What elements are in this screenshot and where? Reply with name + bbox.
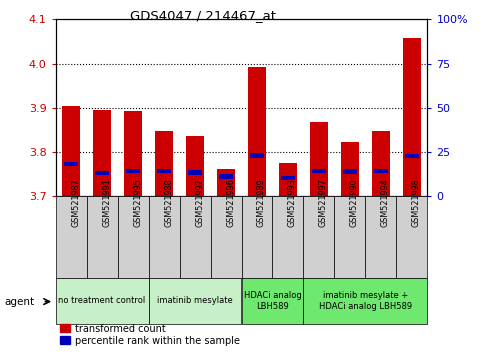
Text: no treatment control: no treatment control	[58, 296, 146, 306]
Text: GSM521987: GSM521987	[71, 179, 80, 227]
Text: GSM521989: GSM521989	[257, 179, 266, 227]
Bar	[64, 162, 78, 166]
Text: GSM521988: GSM521988	[164, 179, 173, 227]
Bar	[248, 67, 266, 196]
Bar	[281, 176, 295, 180]
Bar	[95, 171, 109, 175]
Bar	[403, 39, 421, 196]
Text: GSM521998: GSM521998	[412, 179, 421, 227]
Bar	[312, 169, 326, 173]
Text: GDS4047 / 214467_at: GDS4047 / 214467_at	[130, 9, 276, 22]
Text: GSM521995: GSM521995	[133, 178, 142, 227]
Bar	[343, 170, 357, 174]
Bar	[126, 169, 140, 173]
Bar	[242, 196, 272, 278]
Bar	[303, 278, 427, 324]
Text: GSM521997: GSM521997	[319, 178, 328, 227]
Bar	[374, 169, 388, 173]
Bar	[217, 169, 235, 196]
Bar	[93, 110, 112, 196]
Text: imatinib mesylate: imatinib mesylate	[157, 296, 233, 306]
Bar	[56, 278, 149, 324]
Text: GSM521994: GSM521994	[381, 179, 390, 227]
Bar	[242, 278, 303, 324]
Text: GSM521996: GSM521996	[226, 179, 235, 227]
Bar	[341, 142, 359, 196]
Bar	[157, 169, 171, 173]
Bar	[180, 196, 211, 278]
Bar	[334, 196, 366, 278]
Bar	[372, 131, 390, 196]
Text: imatinib mesylate +
HDACi analog LBH589: imatinib mesylate + HDACi analog LBH589	[319, 291, 412, 311]
Bar	[211, 196, 242, 278]
Bar	[303, 196, 334, 278]
Bar	[186, 136, 204, 196]
Text: agent: agent	[5, 297, 35, 307]
Bar	[219, 175, 233, 179]
Text: GSM521990: GSM521990	[350, 179, 359, 227]
Bar	[279, 163, 297, 196]
Bar	[117, 196, 149, 278]
Text: HDACi analog
LBH589: HDACi analog LBH589	[243, 291, 301, 311]
Bar	[56, 196, 86, 278]
Bar	[149, 196, 180, 278]
Bar	[366, 196, 397, 278]
Legend: transformed count, percentile rank within the sample: transformed count, percentile rank withi…	[60, 324, 240, 346]
Bar	[405, 154, 419, 159]
Bar	[310, 122, 328, 196]
Bar	[149, 278, 242, 324]
Bar	[272, 196, 303, 278]
Text: GSM521993: GSM521993	[288, 179, 297, 227]
Bar	[124, 111, 142, 196]
Text: GSM521992: GSM521992	[195, 178, 204, 227]
Text: GSM521991: GSM521991	[102, 179, 111, 227]
Bar	[188, 170, 202, 175]
Bar	[155, 131, 173, 196]
Bar	[62, 106, 80, 196]
Bar	[86, 196, 117, 278]
Bar	[397, 196, 427, 278]
Bar	[250, 153, 264, 158]
